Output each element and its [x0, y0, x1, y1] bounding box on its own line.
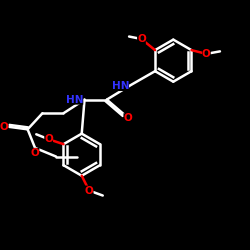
Text: O: O — [137, 34, 146, 44]
Text: O: O — [0, 122, 8, 132]
Text: HN: HN — [112, 81, 129, 91]
Text: O: O — [31, 148, 40, 158]
Text: HN: HN — [66, 95, 83, 105]
Text: O: O — [85, 186, 94, 196]
Text: O: O — [124, 113, 132, 123]
Text: O: O — [202, 49, 211, 59]
Text: O: O — [44, 134, 53, 144]
